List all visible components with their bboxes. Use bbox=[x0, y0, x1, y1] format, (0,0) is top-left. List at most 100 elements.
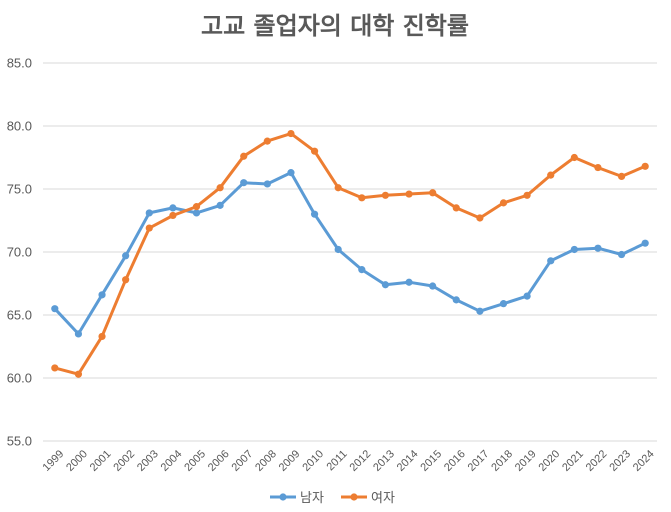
x-tick-label: 2001 bbox=[88, 448, 114, 474]
data-point bbox=[192, 209, 201, 217]
x-tick-label: 2014 bbox=[395, 448, 421, 474]
data-point bbox=[499, 300, 508, 308]
data-point bbox=[641, 162, 649, 170]
data-point bbox=[98, 291, 106, 299]
data-point bbox=[216, 184, 224, 192]
x-tick-label: 2010 bbox=[300, 448, 326, 474]
x-tick-label: 1999 bbox=[41, 448, 67, 474]
y-tick-label: 60.0 bbox=[7, 371, 32, 386]
data-point bbox=[334, 245, 342, 254]
data-point bbox=[547, 171, 555, 179]
data-point bbox=[145, 209, 153, 217]
x-tick-label: 2002 bbox=[111, 448, 137, 474]
legend-marker bbox=[350, 493, 358, 501]
y-tick-label: 80.0 bbox=[7, 119, 32, 134]
data-point bbox=[570, 153, 578, 162]
x-tick-label: 2015 bbox=[418, 448, 444, 474]
x-tick-label: 2022 bbox=[584, 448, 610, 474]
data-point bbox=[523, 191, 531, 199]
series-female bbox=[51, 129, 649, 378]
series-layer bbox=[51, 129, 649, 378]
x-tick-label: 2019 bbox=[513, 448, 539, 474]
data-point bbox=[74, 330, 83, 338]
data-point bbox=[287, 129, 295, 138]
data-point bbox=[145, 224, 153, 232]
data-point bbox=[169, 211, 177, 220]
data-point bbox=[122, 252, 130, 260]
y-tick-label: 70.0 bbox=[7, 245, 32, 260]
chart-title: 고교 졸업자의 대학 진학률 bbox=[201, 12, 469, 40]
data-point bbox=[122, 276, 130, 284]
gridlines bbox=[43, 62, 657, 442]
data-point bbox=[358, 266, 366, 274]
x-tick-label: 2006 bbox=[206, 448, 232, 474]
series-male bbox=[51, 169, 649, 338]
x-tick-label: 2021 bbox=[560, 448, 586, 474]
x-tick-label: 2020 bbox=[536, 448, 562, 474]
x-tick-label: 2017 bbox=[466, 448, 492, 474]
data-point bbox=[594, 244, 602, 252]
data-point bbox=[617, 172, 626, 180]
data-point bbox=[287, 169, 295, 177]
x-tick-label: 2000 bbox=[64, 448, 90, 474]
data-point bbox=[169, 204, 177, 212]
x-tick-label: 2023 bbox=[607, 448, 633, 474]
x-tick-label: 2007 bbox=[229, 448, 255, 474]
data-point bbox=[216, 201, 224, 209]
data-point bbox=[381, 281, 390, 289]
data-point bbox=[263, 137, 271, 145]
data-point bbox=[51, 364, 59, 372]
legend-label: 남자 bbox=[300, 491, 324, 506]
series-line bbox=[53, 132, 647, 376]
data-point bbox=[192, 203, 201, 211]
data-point bbox=[310, 147, 319, 155]
data-point bbox=[51, 305, 59, 313]
data-point bbox=[452, 204, 460, 212]
data-point bbox=[334, 184, 342, 192]
y-axis-ticks: 55.0 60.0 65.0 70.0 75.0 80.0 85.0 bbox=[7, 56, 32, 449]
data-point bbox=[476, 214, 484, 222]
data-point bbox=[74, 370, 83, 378]
x-tick-label: 2004 bbox=[159, 448, 185, 474]
data-point bbox=[405, 278, 413, 286]
data-point bbox=[358, 194, 366, 202]
legend-marker bbox=[279, 493, 287, 501]
data-point bbox=[240, 179, 248, 187]
x-tick-label: 2011 bbox=[325, 448, 350, 473]
y-tick-label: 55.0 bbox=[7, 434, 32, 449]
legend-item: 남자 bbox=[270, 491, 324, 506]
data-point bbox=[523, 292, 531, 300]
data-point bbox=[263, 180, 271, 188]
data-point bbox=[594, 163, 602, 172]
x-tick-label: 2024 bbox=[631, 448, 657, 474]
data-point bbox=[547, 257, 555, 265]
y-tick-label: 85.0 bbox=[7, 56, 32, 71]
x-tick-label: 2013 bbox=[371, 448, 397, 474]
x-tick-label: 2003 bbox=[135, 448, 161, 474]
x-tick-label: 2008 bbox=[253, 448, 279, 474]
data-point bbox=[381, 191, 390, 199]
data-point bbox=[476, 307, 484, 315]
x-tick-label: 2016 bbox=[442, 448, 468, 474]
x-tick-label: 2012 bbox=[348, 448, 374, 474]
legend: 남자 여자 bbox=[270, 491, 395, 506]
data-point bbox=[641, 239, 649, 247]
x-tick-label: 2005 bbox=[182, 448, 208, 474]
data-point bbox=[452, 296, 460, 304]
x-tick-label: 2018 bbox=[489, 448, 515, 474]
y-tick-label: 65.0 bbox=[7, 308, 32, 323]
y-tick-label: 75.0 bbox=[7, 182, 32, 197]
x-axis-ticks: 1999200020012002200320042005200620072008… bbox=[41, 448, 657, 474]
legend-item: 여자 bbox=[341, 491, 395, 506]
data-point bbox=[499, 199, 508, 207]
data-point bbox=[570, 245, 578, 254]
data-point bbox=[240, 152, 248, 160]
data-point bbox=[98, 332, 106, 341]
data-point bbox=[405, 190, 413, 198]
data-point bbox=[310, 210, 319, 218]
legend-label: 여자 bbox=[371, 491, 395, 506]
data-point bbox=[429, 282, 437, 290]
x-tick-label: 2009 bbox=[277, 448, 303, 474]
data-point bbox=[429, 189, 437, 197]
